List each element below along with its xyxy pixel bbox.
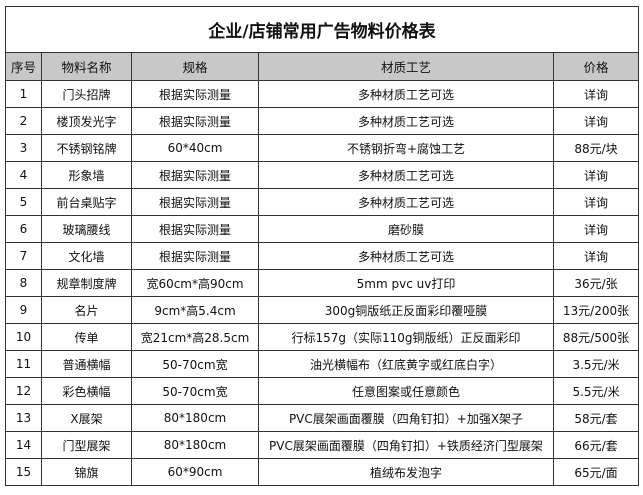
table-row: 3 不锈钢铭牌 60*40cm 不锈钢折弯+腐蚀工艺 88元/块 (5, 134, 640, 162)
cell-index: 13 (5, 404, 42, 432)
cell-spec: 9cm*高5.4cm (131, 296, 259, 324)
cell-name: 文化墙 (41, 242, 132, 270)
table-row: 9 名片 9cm*高5.4cm 300g铜版纸正反面彩印覆哑膜 13元/200张 (5, 296, 640, 324)
cell-index: 3 (5, 134, 42, 162)
cell-spec: 50-70cm宽 (131, 350, 259, 378)
cell-price: 13元/200张 (552, 296, 640, 324)
cell-material: 磨砂膜 (258, 215, 554, 243)
cell-spec: 根据实际测量 (131, 188, 259, 216)
header-spec: 规格 (131, 52, 259, 81)
header-index: 序号 (5, 52, 42, 81)
header-name: 物料名称 (41, 52, 132, 81)
cell-index: 7 (5, 242, 42, 270)
cell-price: 88元/块 (552, 134, 640, 162)
cell-name: X展架 (41, 404, 132, 432)
cell-index: 15 (5, 458, 42, 486)
table-row: 10 传单 宽21cm*高28.5cm 行标157g（实际110g铜版纸）正反面彩印 8… (5, 323, 640, 351)
cell-price: 详询 (552, 80, 640, 108)
cell-material: 多种材质工艺可选 (258, 242, 554, 270)
cell-material: 植绒布发泡字 (258, 458, 554, 486)
cell-price: 详询 (552, 215, 640, 243)
cell-index: 12 (5, 377, 42, 405)
table-row: 2 楼顶发光字 根据实际测量 多种材质工艺可选 详询 (5, 107, 640, 135)
cell-index: 2 (5, 107, 42, 135)
cell-spec: 根据实际测量 (131, 161, 259, 189)
cell-material: 300g铜版纸正反面彩印覆哑膜 (258, 296, 554, 324)
cell-index: 10 (5, 323, 42, 351)
cell-material: 多种材质工艺可选 (258, 188, 554, 216)
table-row: 5 前台桌贴字 根据实际测量 多种材质工艺可选 详询 (5, 188, 640, 216)
cell-spec: 60*40cm (131, 134, 259, 162)
cell-price: 详询 (552, 188, 640, 216)
cell-spec: 根据实际测量 (131, 215, 259, 243)
table-row: 1 门头招牌 根据实际测量 多种材质工艺可选 详询 (5, 80, 640, 108)
cell-name: 名片 (41, 296, 132, 324)
cell-price: 66元/套 (552, 431, 640, 459)
table-row: 11 普通横幅 50-70cm宽 油光横幅布（红底黄字或红底白字） 3.5元/米 (5, 350, 640, 378)
cell-material: 5mm pvc uv打印 (258, 269, 554, 297)
cell-material: 多种材质工艺可选 (258, 161, 554, 189)
cell-name: 前台桌贴字 (41, 188, 132, 216)
cell-price: 详询 (552, 161, 640, 189)
cell-index: 4 (5, 161, 42, 189)
cell-index: 14 (5, 431, 42, 459)
header-material: 材质工艺 (258, 52, 554, 81)
cell-price: 65元/面 (552, 458, 640, 486)
cell-index: 11 (5, 350, 42, 378)
cell-material: 不锈钢折弯+腐蚀工艺 (258, 134, 554, 162)
cell-spec: 80*180cm (131, 404, 259, 432)
header-price: 价格 (552, 52, 640, 81)
table-title: 企业/店铺常用广告物料价格表 (4, 6, 640, 53)
cell-price: 36元/张 (552, 269, 640, 297)
cell-price: 58元/套 (552, 404, 640, 432)
cell-index: 1 (5, 80, 42, 108)
cell-name: 楼顶发光字 (41, 107, 132, 135)
cell-material: 行标157g（实际110g铜版纸）正反面彩印 (258, 323, 554, 351)
cell-index: 6 (5, 215, 42, 243)
cell-price: 88元/500张 (552, 323, 640, 351)
cell-name: 普通横幅 (41, 350, 132, 378)
table-row: 13 X展架 80*180cm PVC展架画面覆膜（四角钉扣）+加强X架子 58元/套 (5, 404, 640, 432)
table-row: 6 玻璃腰线 根据实际测量 磨砂膜 详询 (5, 215, 640, 243)
price-table: 企业/店铺常用广告物料价格表 序号 物料名称 规格 材质工艺 价格 1 门头招牌根… (4, 6, 640, 486)
header-row: 序号 物料名称 规格 材质工艺 价格 (5, 52, 640, 81)
cell-name: 彩色横幅 (41, 377, 132, 405)
cell-name: 传单 (41, 323, 132, 351)
cell-material: 任意图案或任意颜色 (258, 377, 554, 405)
cell-index: 8 (5, 269, 42, 297)
cell-name: 门型展架 (41, 431, 132, 459)
cell-spec: 60*90cm (131, 458, 259, 486)
table-row: 14 门型展架 80*180cm PVC展架画面覆膜（四角钉扣）+铁质经济门型展架 66… (5, 431, 640, 459)
cell-name: 门头招牌 (41, 80, 132, 108)
cell-name: 锦旗 (41, 458, 132, 486)
cell-spec: 根据实际测量 (131, 80, 259, 108)
table-row: 7 文化墙 根据实际测量 多种材质工艺可选 详询 (5, 242, 640, 270)
cell-material: 油光横幅布（红底黄字或红底白字） (258, 350, 554, 378)
table-row: 15 锦旗 60*90cm 植绒布发泡字 65元/面 (5, 458, 640, 486)
cell-index: 5 (5, 188, 42, 216)
cell-price: 3.5元/米 (552, 350, 640, 378)
cell-material: 多种材质工艺可选 (258, 107, 554, 135)
table-row: 4 形象墙 根据实际测量 多种材质工艺可选 详询 (5, 161, 640, 189)
cell-price: 详询 (552, 107, 640, 135)
cell-material: PVC展架画面覆膜（四角钉扣）+加强X架子 (258, 404, 554, 432)
cell-spec: 根据实际测量 (131, 107, 259, 135)
cell-material: PVC展架画面覆膜（四角钉扣）+铁质经济门型展架 (258, 431, 554, 459)
table-row: 12 彩色横幅 50-70cm宽 任意图案或任意颜色 5.5元/米 (5, 377, 640, 405)
cell-spec: 宽21cm*高28.5cm (131, 323, 259, 351)
cell-spec: 宽60cm*高90cm (131, 269, 259, 297)
cell-index: 9 (5, 296, 42, 324)
cell-name: 规章制度牌 (41, 269, 132, 297)
cell-price: 详询 (552, 242, 640, 270)
table-row: 8 规章制度牌 宽60cm*高90cm 5mm pvc uv打印 36元/张 (5, 269, 640, 297)
cell-name: 形象墙 (41, 161, 132, 189)
cell-price: 5.5元/米 (552, 377, 640, 405)
cell-spec: 50-70cm宽 (131, 377, 259, 405)
cell-name: 不锈钢铭牌 (41, 134, 132, 162)
cell-spec: 80*180cm (131, 431, 259, 459)
cell-name: 玻璃腰线 (41, 215, 132, 243)
cell-spec: 根据实际测量 (131, 242, 259, 270)
cell-material: 多种材质工艺可选 (258, 80, 554, 108)
